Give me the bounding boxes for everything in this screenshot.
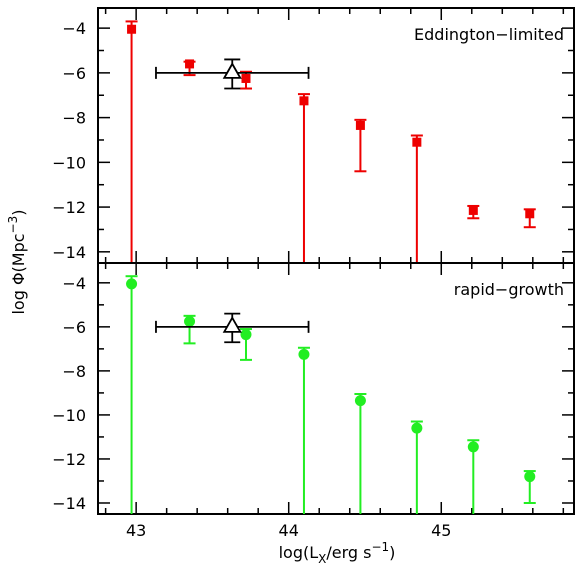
reference-point (155, 312, 310, 344)
y-tick-label: −12 (52, 198, 86, 217)
panels-group: −4 −6 −8 −10 −12 −14 Eddington−limited −4 −6 −8 −1… (52, 7, 575, 540)
data-point (240, 329, 252, 341)
data-point (241, 73, 251, 83)
data-point (299, 96, 309, 106)
data-point (354, 395, 366, 407)
y-axis-label: log Φ(Mpc−3) (6, 209, 28, 314)
panel-2: −4 −6 −8 −10 −12 −14 rapid−growth (52, 262, 575, 515)
data-point (525, 209, 535, 219)
y-tick-label: −4 (62, 274, 86, 293)
y-tick-label: −8 (62, 109, 86, 128)
data-point (411, 422, 423, 434)
data-point (185, 59, 195, 69)
x-tick-label: 45 (431, 521, 451, 540)
panel-frame (97, 7, 575, 264)
panel-label: rapid−growth (454, 280, 564, 299)
y-tick-label: −12 (52, 450, 86, 469)
data-point (355, 120, 365, 130)
data-point (127, 24, 137, 34)
data-point (184, 315, 196, 327)
data-point (467, 441, 479, 453)
data-point (468, 205, 478, 215)
y-tick-label: −6 (62, 318, 86, 337)
ref-triangle-marker (222, 62, 242, 79)
ref-triangle-marker (222, 316, 242, 333)
reference-point (155, 58, 310, 90)
y-tick-label: −10 (52, 406, 86, 425)
x-tick-label: 44 (279, 521, 299, 540)
y-tick-label: −14 (52, 494, 86, 513)
data-point (126, 278, 138, 290)
panel-1: −4 −6 −8 −10 −12 −14 Eddington−limited (52, 7, 575, 264)
y-tick-label: −4 (62, 19, 86, 38)
panel-frame (97, 262, 575, 515)
data-point (524, 471, 536, 483)
data-point (412, 137, 422, 147)
y-tick-label: −14 (52, 243, 86, 262)
x-tick-label: 43 (126, 521, 146, 540)
x-axis-label: log(LX/erg s−1) (279, 540, 396, 566)
y-tick-label: −8 (62, 362, 86, 381)
panel-label: Eddington−limited (414, 25, 564, 44)
data-point (298, 348, 310, 360)
y-tick-label: −10 (52, 153, 86, 172)
y-tick-label: −6 (62, 64, 86, 83)
